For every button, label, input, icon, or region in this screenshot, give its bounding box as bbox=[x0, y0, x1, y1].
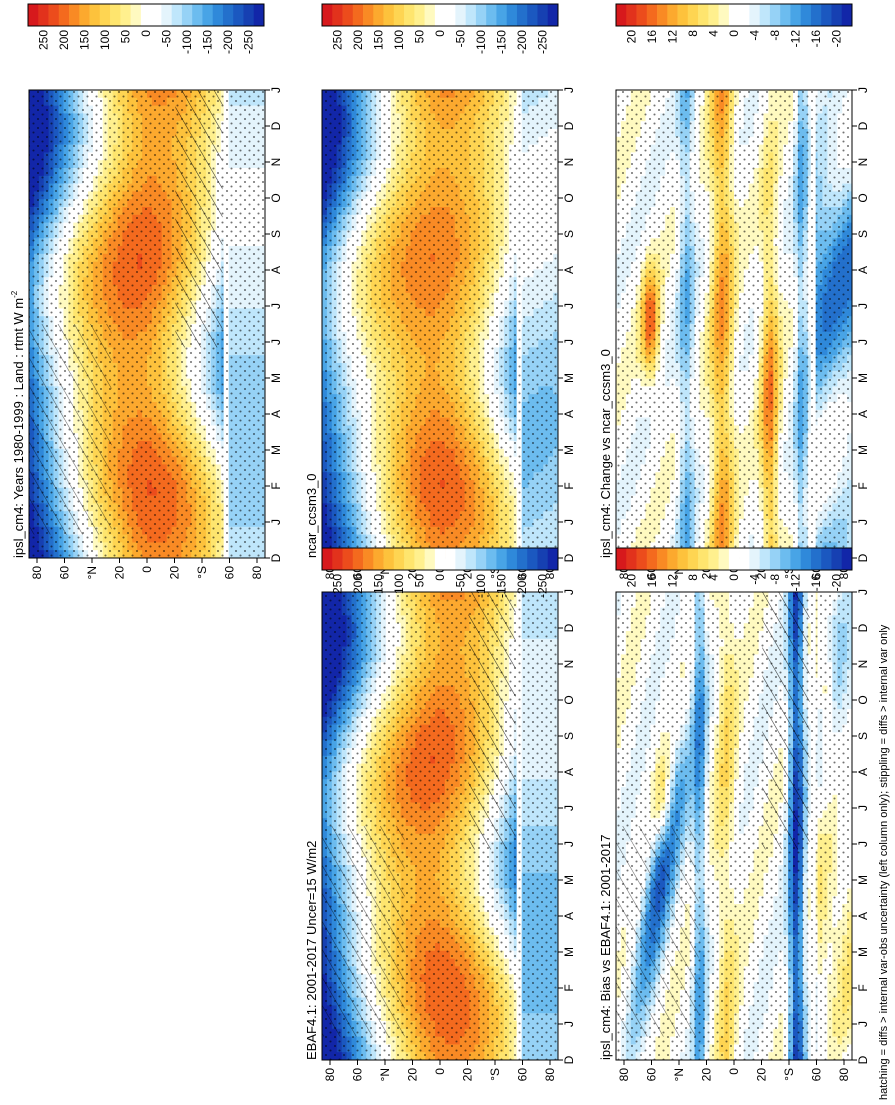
y-tick-label: 20 bbox=[113, 566, 127, 580]
colorbar-swatch bbox=[192, 4, 203, 26]
colorbar-tick-label: -200 bbox=[221, 30, 235, 54]
colorbar-tick-label: -250 bbox=[242, 30, 256, 54]
x-tick-label: J bbox=[269, 303, 283, 309]
colorbar-swatch bbox=[110, 4, 121, 26]
x-tick-label: J bbox=[269, 339, 283, 345]
colorbar-swatch bbox=[151, 4, 162, 26]
panel-title: ipsl_cm4: Years 1980-1999 : Land : rtmt … bbox=[10, 290, 26, 558]
colorbar-swatch bbox=[222, 4, 234, 26]
colorbar-tick-label: -150 bbox=[201, 30, 215, 54]
colorbar-tick-label: 0 bbox=[139, 30, 153, 37]
x-tick-label: D bbox=[269, 553, 283, 562]
colorbar-swatch bbox=[181, 4, 193, 26]
colorbar-swatch bbox=[202, 4, 213, 26]
colorbar-swatch bbox=[58, 4, 70, 26]
x-tick-label: O bbox=[269, 193, 283, 202]
colorbar-tick-label: -50 bbox=[160, 30, 174, 48]
x-tick-label: J bbox=[269, 87, 283, 93]
colorbar-swatch bbox=[253, 4, 265, 26]
hatching-overlay bbox=[29, 90, 223, 535]
x-tick-label: M bbox=[269, 373, 283, 383]
colorbar-tick-label: -100 bbox=[180, 30, 194, 54]
x-tick-label: M bbox=[269, 445, 283, 455]
colorbar-swatch bbox=[48, 4, 60, 26]
x-tick-label: J bbox=[269, 519, 283, 525]
panel-title-text: ipsl_cm4: Years 1980-1999 : Land : rtmt … bbox=[11, 298, 26, 558]
y-tick-label: 20 bbox=[168, 566, 182, 580]
colorbar-swatch bbox=[233, 4, 244, 26]
y-tick-label: 60 bbox=[223, 566, 237, 580]
colorbar-swatch bbox=[243, 4, 255, 26]
colorbar-swatch bbox=[161, 4, 172, 26]
colorbar-tick-label: 200 bbox=[57, 30, 71, 50]
y-tick-label: 80 bbox=[30, 566, 44, 580]
y-tick-label: 60 bbox=[58, 566, 72, 580]
colorbar: 250 200 150 100 50 0 -50 -100 -150 -200 -250 bbox=[27, 3, 265, 54]
colorbar-swatch bbox=[130, 4, 142, 26]
colorbar-tick-label: 50 bbox=[118, 30, 132, 44]
colorbar-tick-label: 150 bbox=[77, 30, 91, 50]
x-tick-label: N bbox=[269, 158, 283, 167]
colorbar-swatch bbox=[89, 4, 101, 26]
x-tick-label: F bbox=[269, 482, 283, 489]
y-tick-label: °S bbox=[195, 566, 209, 579]
x-tick-label: D bbox=[269, 121, 283, 130]
colorbar-swatch bbox=[212, 4, 224, 26]
panel-title-sup: -2 bbox=[10, 290, 19, 298]
colorbar-swatch bbox=[38, 4, 49, 26]
panel-ncar: DJFMAMJJASONDJ8060°N20020°S6080ncar_ccsm… bbox=[304, 3, 576, 579]
colorbar-swatch bbox=[79, 4, 90, 26]
x-tick-label: A bbox=[269, 410, 283, 418]
colorbar-tick-label: 100 bbox=[98, 30, 112, 50]
colorbar-swatch bbox=[171, 4, 183, 26]
colorbar-swatch bbox=[120, 4, 131, 26]
colorbar-swatch bbox=[69, 4, 80, 26]
colorbar-tick-label: 250 bbox=[36, 30, 50, 50]
x-tick-label: A bbox=[269, 266, 283, 274]
y-tick-label: 80 bbox=[250, 566, 264, 580]
y-tick-label: °N bbox=[85, 566, 99, 579]
colorbar-swatch bbox=[140, 4, 152, 26]
colorbar-swatch bbox=[99, 4, 111, 26]
y-tick-label: 0 bbox=[140, 566, 154, 573]
x-tick-label: S bbox=[269, 230, 283, 238]
colorbar-swatch bbox=[28, 4, 39, 26]
